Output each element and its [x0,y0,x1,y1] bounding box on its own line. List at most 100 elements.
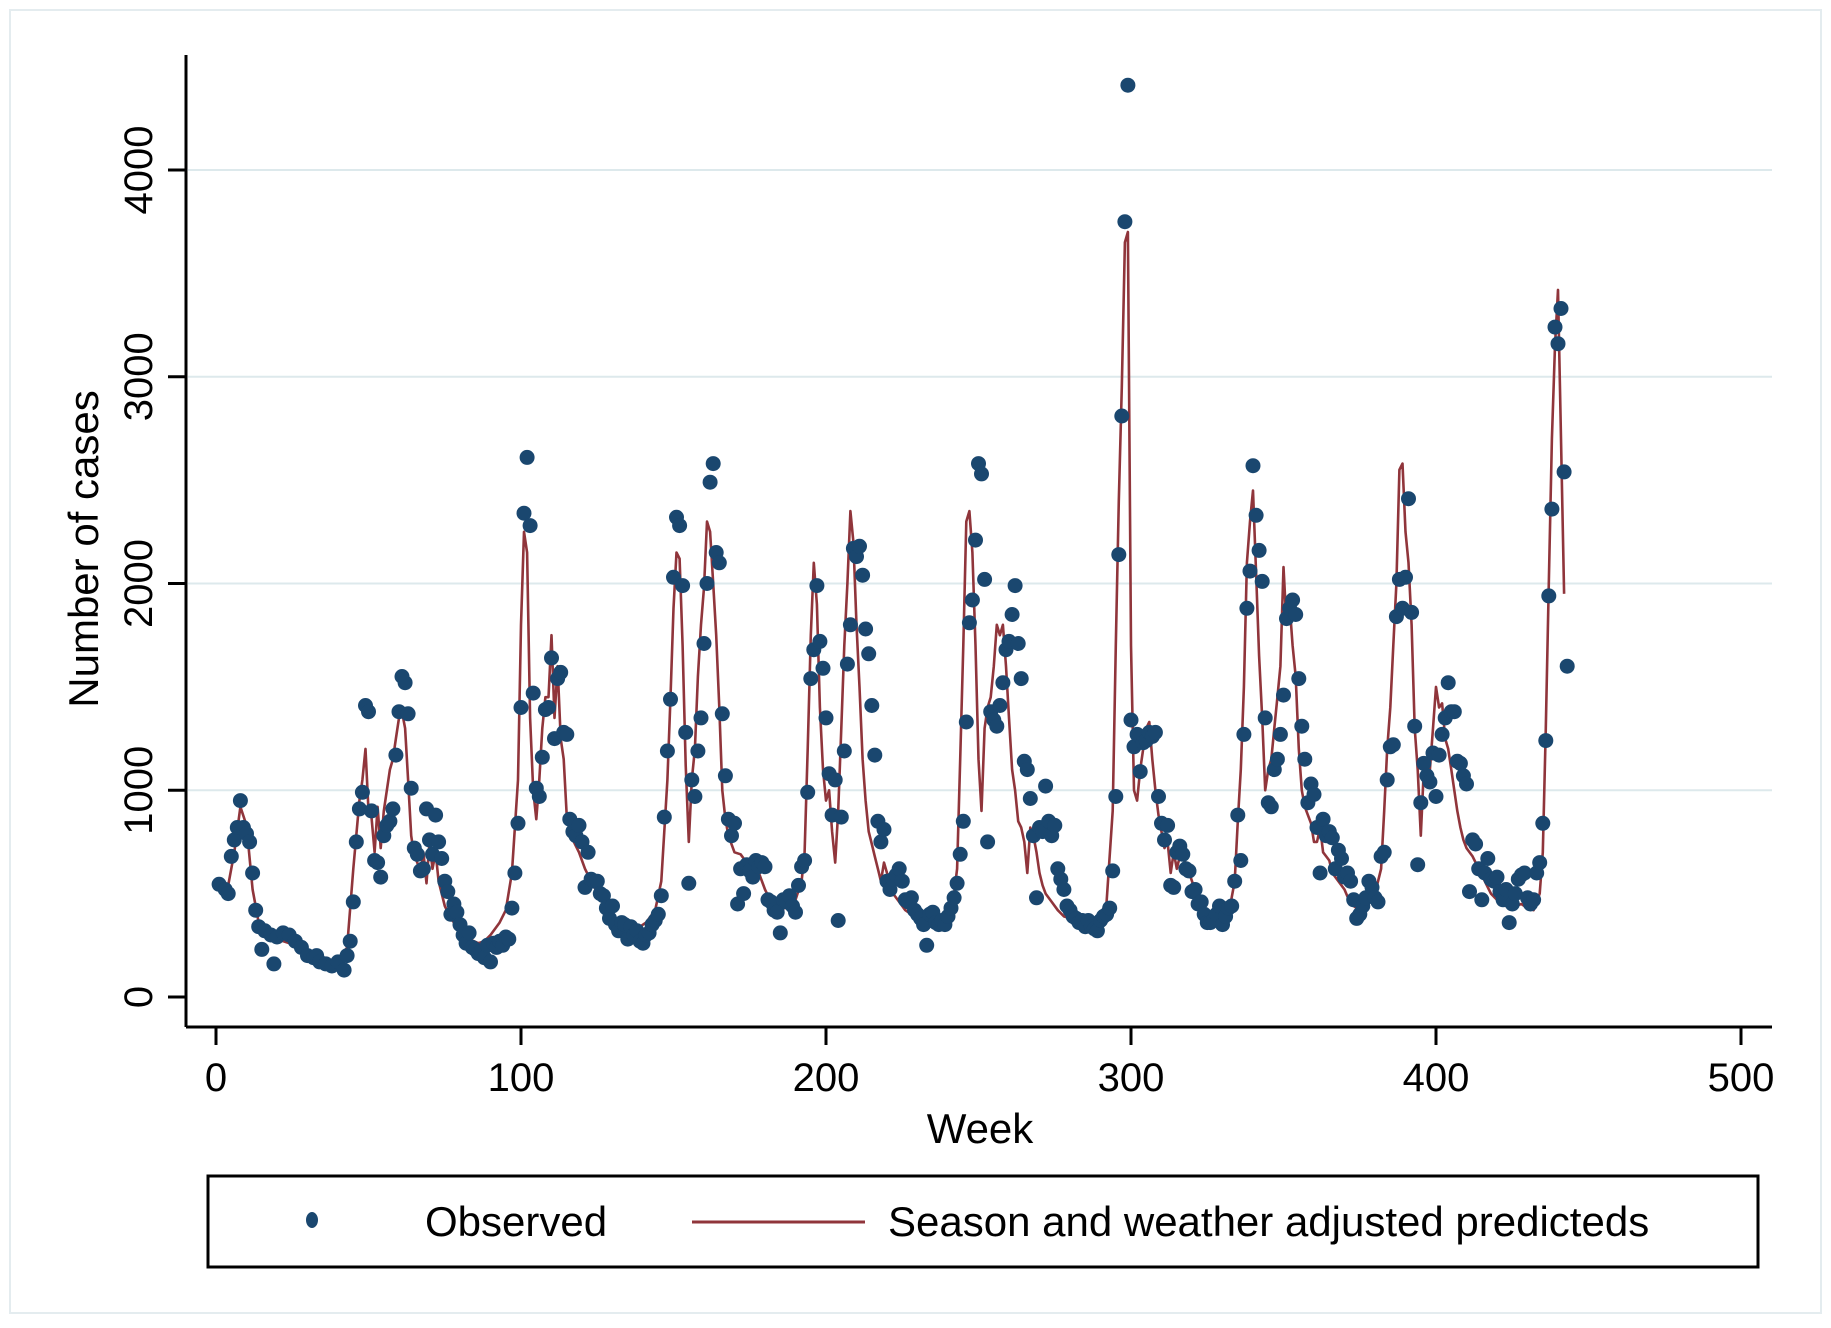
observed-point [534,749,550,765]
observed-point [242,834,258,850]
observed-point [1440,675,1456,691]
observed-point [836,743,852,759]
observed-point [894,873,910,889]
observed-point [772,925,788,941]
observed-point [510,815,526,831]
observed-point [1343,873,1359,889]
observed-point [964,592,980,608]
observed-point [678,724,694,740]
observed-point [1117,214,1133,230]
legend-box [206,1174,1760,1269]
observed-point [797,853,813,868]
observed-point [717,768,733,784]
observed-point [1007,578,1023,594]
observed-point [1245,458,1261,474]
observed-point [1013,671,1029,687]
observed-point [1413,795,1429,811]
observed-point [254,941,270,957]
outer-border [9,9,1822,1314]
observed-point [1272,726,1288,742]
observed-point [1315,811,1331,827]
observed-point [1547,319,1563,335]
observed-point [1010,636,1026,651]
observed-point [858,621,874,637]
observed-point [1306,786,1322,802]
observed-point [696,636,712,651]
observed-point [1123,712,1139,728]
observed-point [1022,791,1038,806]
observed-point [736,886,752,902]
observed-point [1111,547,1127,563]
observed-point [684,772,700,788]
observed-point [788,904,803,920]
observed-point [385,801,401,817]
observed-point [364,803,379,819]
observed-point [1556,464,1572,480]
y-tick-label: 1000 [117,746,161,835]
y-tick-label: 3000 [117,332,161,421]
y-tick-label: 0 [117,986,161,1008]
observed-point [1251,542,1267,558]
observed-point [336,962,352,978]
observed-point [663,691,678,707]
observed-point [1239,600,1255,616]
observed-point [891,861,907,877]
observed-point [656,809,672,825]
observed-point [400,706,416,722]
observed-point [226,832,242,848]
observed-point [711,555,727,571]
observed-point [1294,718,1310,734]
observed-point [653,888,669,904]
observed-point [373,869,389,885]
observed-point [1428,789,1444,804]
observed-point [1160,817,1176,833]
observed-point [339,948,355,964]
observed-point [1431,747,1447,763]
observed-point [513,700,529,715]
observed-point [525,685,541,701]
observed-point [1452,755,1468,771]
observed-point [1120,77,1136,93]
observed-point [1224,898,1240,914]
observed-point [919,937,935,953]
observed-point [714,706,730,722]
observed-point [867,747,883,763]
observed-point [1434,726,1450,742]
observed-point [1501,915,1517,931]
observed-series [211,77,1575,978]
observed-point [1288,607,1304,622]
observed-point [1550,336,1566,352]
observed-point [1379,772,1395,788]
legend-predicted-label: Season and weather adjusted predicteds [888,1198,1649,1245]
observed-point [1108,789,1124,804]
observed-point [1242,563,1258,579]
observed-point [992,698,1008,713]
observed-point [818,710,834,726]
observed-point [223,848,239,864]
observed-point [1370,894,1386,910]
observed-point [519,449,535,465]
observed-point [946,890,962,906]
y-axis-title: Number of cases [60,390,107,707]
observed-point [370,855,386,871]
observed-point [1459,776,1474,792]
observed-point [727,815,742,831]
observed-point [1257,710,1273,726]
observed-point [690,743,706,759]
observed-point [827,772,843,788]
observed-point [995,675,1011,691]
observed-point [1446,704,1462,720]
observed-point [903,890,919,906]
observed-point [1401,491,1416,507]
observed-point [1410,857,1426,873]
observed-point [1376,844,1392,860]
observed-point [699,576,715,591]
observed-point [659,743,675,759]
legend-observed-marker [306,1212,318,1228]
observed-point [1157,832,1172,848]
observed-point [830,913,846,928]
observed-point [1175,846,1191,862]
observed-point [1532,855,1548,871]
observed-point [397,675,413,691]
observed-point [507,865,523,881]
